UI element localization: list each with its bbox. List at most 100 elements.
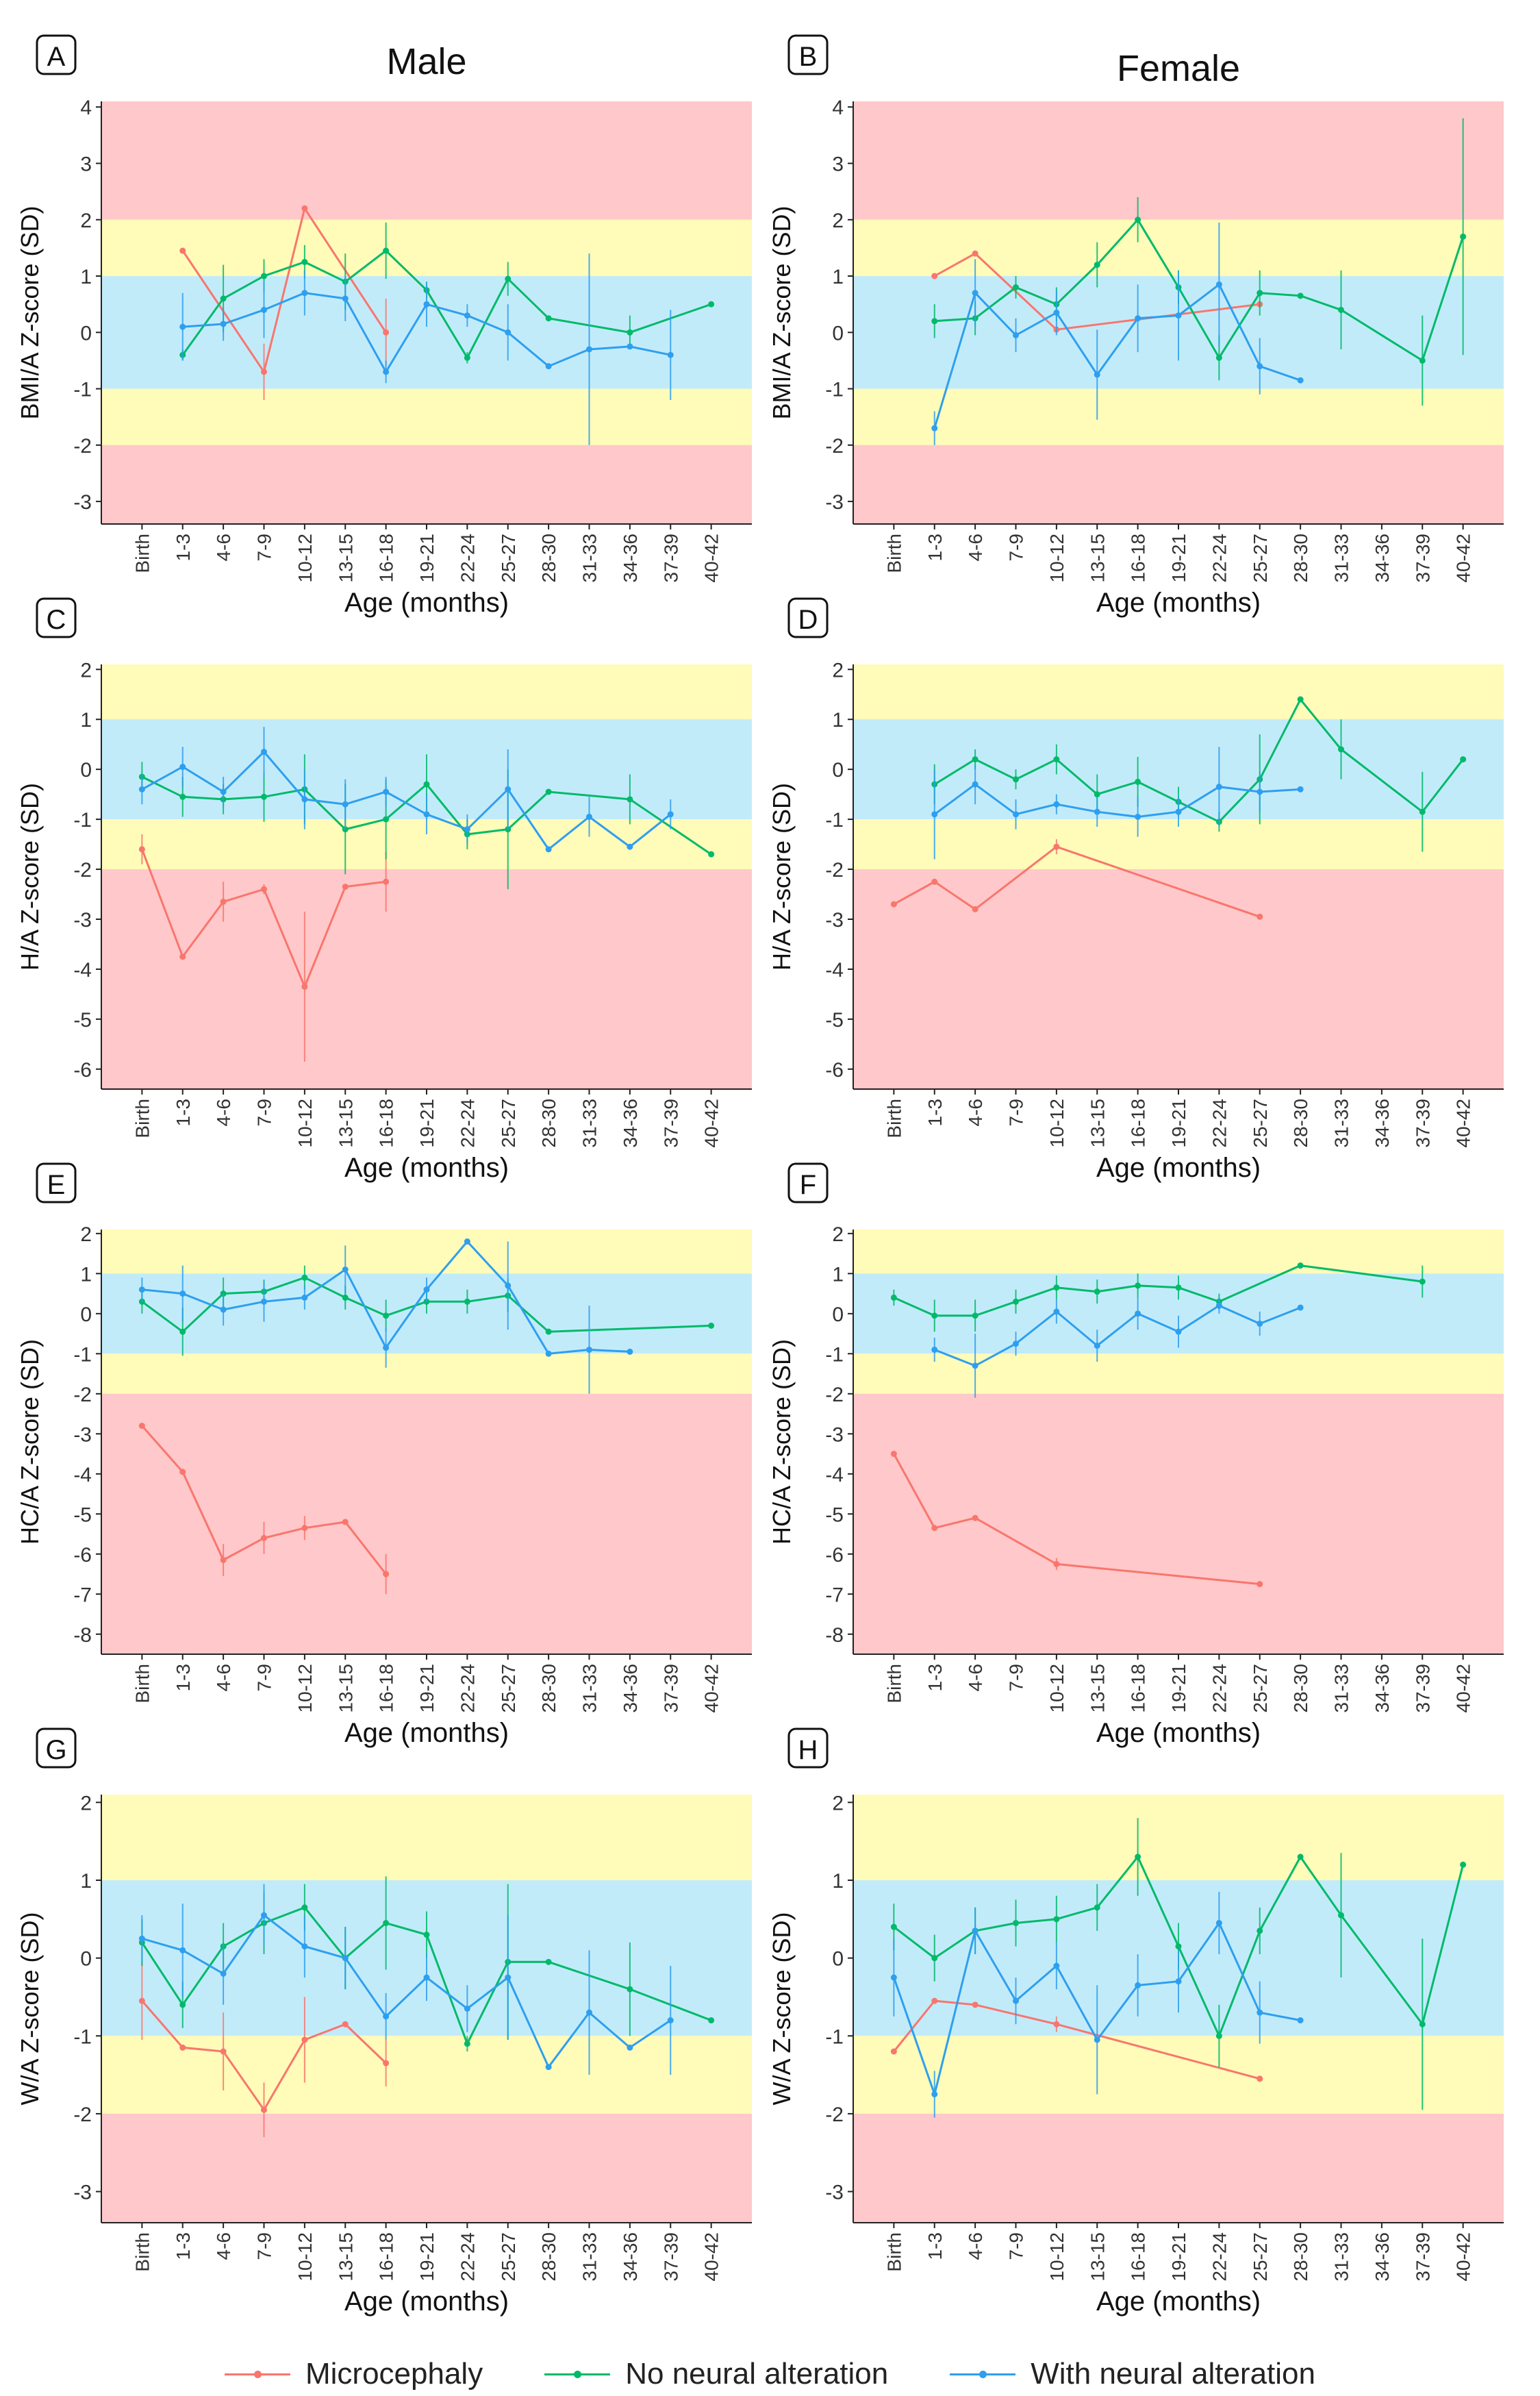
- y-tick-label-b: 2: [832, 210, 844, 232]
- x-tick-label-b: 4-6: [965, 534, 986, 561]
- x-tick-label-d: 19-21: [1168, 1099, 1189, 1148]
- y-axis-title-a: BMI/A Z-score (SD): [16, 205, 44, 419]
- x-tick-label-e: 40-42: [701, 1664, 722, 1713]
- data-point-microcephaly-g: [383, 2060, 390, 2067]
- series-with-neural-alteration-e: [138, 1238, 633, 1394]
- data-point-with-neural-alteration-h: [1135, 1982, 1141, 1988]
- data-point-with-neural-alteration-d: [972, 781, 979, 788]
- data-point-no-neural-alteration-b: [1215, 354, 1222, 361]
- data-point-no-neural-alteration-f: [1297, 1262, 1304, 1269]
- y-tick-label-e: -7: [73, 1584, 92, 1606]
- data-point-no-neural-alteration-g: [464, 2041, 470, 2047]
- data-point-microcephaly-a: [301, 205, 308, 212]
- panel-letter-b: B: [799, 42, 818, 72]
- x-tick-label-e: 37-39: [660, 1664, 681, 1713]
- legend-label-with-neural-alteration: With neural alteration: [1031, 2357, 1315, 2391]
- data-point-no-neural-alteration-g: [383, 1920, 390, 1926]
- data-point-with-neural-alteration-h: [1013, 1997, 1019, 2004]
- x-tick-label-b: Birth: [883, 534, 905, 573]
- reference-band-b-4: [853, 445, 1504, 524]
- data-point-with-neural-alteration-b: [972, 290, 979, 297]
- y-tick-label-e: -5: [73, 1503, 92, 1526]
- data-point-with-neural-alteration-d: [1215, 784, 1222, 790]
- x-tick-label-a: 13-15: [335, 534, 356, 583]
- x-tick-label-g: 7-9: [254, 2232, 275, 2260]
- x-tick-label-f: 37-39: [1412, 1664, 1433, 1713]
- x-tick-label-e: 31-33: [579, 1664, 601, 1713]
- data-point-with-neural-alteration-g: [627, 2044, 633, 2051]
- data-point-with-neural-alteration-a: [627, 343, 633, 350]
- y-tick-label-e: -6: [73, 1544, 92, 1567]
- y-tick-label-c: 0: [80, 759, 92, 782]
- data-point-with-neural-alteration-h: [1094, 2036, 1100, 2043]
- data-point-with-neural-alteration-f: [1094, 1343, 1100, 1349]
- reference-band-b-1: [853, 219, 1504, 277]
- data-point-with-neural-alteration-d: [1257, 788, 1263, 795]
- x-tick-label-b: 10-12: [1046, 534, 1068, 583]
- data-point-with-neural-alteration-e: [586, 1346, 592, 1353]
- data-point-with-neural-alteration-a: [220, 321, 227, 327]
- x-tick-label-d: 37-39: [1412, 1099, 1433, 1148]
- data-point-with-neural-alteration-g: [586, 2009, 592, 2016]
- chart-panel-e: E -8 -7 -6 -5 -4 -3 -2 -1 0 1 2 Birth 1-3 4-6 7-9 10-12 1…: [16, 1162, 752, 1748]
- data-point-microcephaly-h: [1053, 2021, 1060, 2027]
- x-tick-label-e: 4-6: [213, 1664, 234, 1691]
- x-tick-label-h: 25-27: [1250, 2232, 1271, 2282]
- data-point-with-neural-alteration-b: [931, 425, 938, 432]
- data-point-with-neural-alteration-c: [586, 813, 592, 820]
- data-point-with-neural-alteration-c: [383, 788, 390, 795]
- x-tick-label-b: 7-9: [1006, 534, 1027, 561]
- data-point-no-neural-alteration-h: [1460, 1861, 1467, 1868]
- series-with-neural-alteration-a: [179, 253, 674, 445]
- data-point-with-neural-alteration-g: [261, 1912, 267, 1919]
- x-tick-label-d: 34-36: [1372, 1099, 1393, 1148]
- y-tick-label-g: -3: [73, 2182, 92, 2204]
- data-point-with-neural-alteration-a: [179, 323, 186, 330]
- data-point-microcephaly-c: [383, 878, 390, 885]
- panel-letter-h: H: [798, 1735, 818, 1765]
- reference-band-h-0: [853, 1795, 1504, 1880]
- y-tick-label-c: -5: [73, 1009, 92, 1032]
- x-tick-label-a: 28-30: [538, 534, 559, 583]
- data-point-no-neural-alteration-b: [1460, 233, 1467, 240]
- x-tick-label-c: 19-21: [416, 1099, 438, 1148]
- y-tick-label-f: -8: [825, 1624, 844, 1647]
- legend-swatch-no-neural-alteration: [544, 2367, 611, 2381]
- y-tick-label-h: 0: [832, 1948, 844, 1971]
- x-tick-label-h: 4-6: [965, 2232, 986, 2260]
- data-point-with-neural-alteration-e: [138, 1286, 145, 1293]
- y-tick-label-b: 4: [832, 97, 844, 119]
- data-point-no-neural-alteration-d: [1460, 756, 1467, 763]
- data-point-no-neural-alteration-f: [1094, 1288, 1100, 1295]
- y-tick-label-e: 2: [80, 1223, 92, 1246]
- panel-letter-box-h: [787, 1727, 829, 1769]
- y-tick-label-g: 0: [80, 1948, 92, 1971]
- data-point-with-neural-alteration-g: [423, 1974, 430, 1981]
- data-point-with-neural-alteration-c: [220, 788, 227, 795]
- reference-band-c-3: [101, 869, 752, 1089]
- x-tick-label-f: 16-18: [1128, 1664, 1149, 1713]
- data-point-with-neural-alteration-h: [1257, 2009, 1263, 2016]
- y-tick-label-f: -1: [825, 1343, 844, 1366]
- y-tick-label-d: -4: [825, 959, 844, 982]
- y-tick-label-c: -3: [73, 909, 92, 932]
- data-point-with-neural-alteration-f: [1053, 1308, 1060, 1315]
- y-tick-label-e: -1: [73, 1343, 92, 1366]
- data-point-microcephaly-a: [383, 329, 390, 336]
- data-point-no-neural-alteration-b: [1135, 216, 1141, 223]
- data-point-no-neural-alteration-d: [1338, 746, 1344, 753]
- x-tick-label-d: 16-18: [1128, 1099, 1149, 1148]
- x-tick-label-a: 25-27: [498, 534, 519, 583]
- reference-band-e-3: [101, 1393, 752, 1654]
- data-point-with-neural-alteration-a: [383, 369, 390, 375]
- series-with-neural-alteration-f: [931, 1297, 1304, 1398]
- y-tick-label-f: -7: [825, 1584, 844, 1606]
- x-tick-label-f: 13-15: [1087, 1664, 1108, 1713]
- y-axis-title-e: HC/A Z-score (SD): [16, 1339, 44, 1545]
- data-point-microcephaly-e: [342, 1519, 349, 1525]
- x-tick-label-c: 40-42: [701, 1099, 722, 1148]
- y-tick-label-c: -6: [73, 1059, 92, 1082]
- data-point-no-neural-alteration-b: [1297, 292, 1304, 299]
- data-point-no-neural-alteration-f: [1013, 1298, 1019, 1305]
- reference-band-d-0: [853, 664, 1504, 720]
